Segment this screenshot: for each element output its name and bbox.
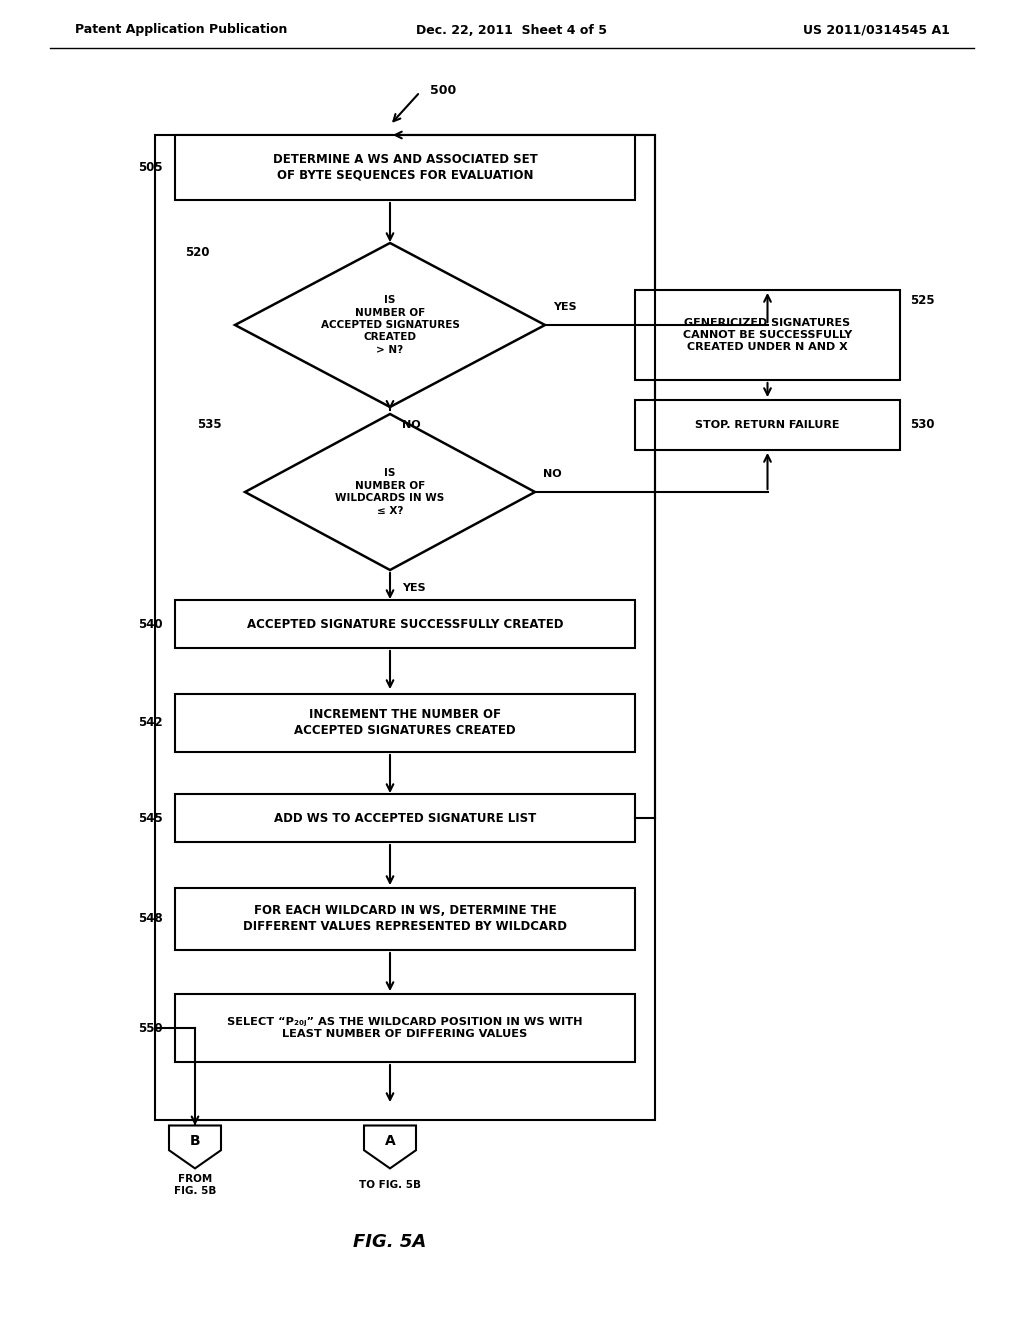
Text: US 2011/0314545 A1: US 2011/0314545 A1 <box>803 24 950 37</box>
Text: NO: NO <box>402 420 421 430</box>
FancyBboxPatch shape <box>175 795 635 842</box>
FancyBboxPatch shape <box>175 135 635 201</box>
FancyBboxPatch shape <box>175 601 635 648</box>
FancyBboxPatch shape <box>635 290 900 380</box>
Text: 500: 500 <box>430 83 457 96</box>
Text: 550: 550 <box>138 1022 163 1035</box>
Text: 548: 548 <box>138 912 163 925</box>
Text: 535: 535 <box>197 417 221 430</box>
Text: DETERMINE A WS AND ASSOCIATED SET
OF BYTE SEQUENCES FOR EVALUATION: DETERMINE A WS AND ASSOCIATED SET OF BYT… <box>272 153 538 182</box>
Text: ADD WS TO ACCEPTED SIGNATURE LIST: ADD WS TO ACCEPTED SIGNATURE LIST <box>273 812 537 825</box>
Text: B: B <box>189 1134 201 1148</box>
FancyBboxPatch shape <box>635 400 900 450</box>
Text: 505: 505 <box>138 161 163 174</box>
Polygon shape <box>364 1126 416 1168</box>
Text: SELECT “P₂₀ⱼ” AS THE WILDCARD POSITION IN WS WITH
LEAST NUMBER OF DIFFERING VALU: SELECT “P₂₀ⱼ” AS THE WILDCARD POSITION I… <box>227 1016 583 1039</box>
Text: GENERICIZED SIGNATURES
CANNOT BE SUCCESSFULLY
CREATED UNDER N AND X: GENERICIZED SIGNATURES CANNOT BE SUCCESS… <box>683 318 852 352</box>
Text: 530: 530 <box>910 418 935 432</box>
Text: 542: 542 <box>138 717 163 730</box>
Text: YES: YES <box>402 583 426 593</box>
Text: A: A <box>385 1134 395 1148</box>
Text: YES: YES <box>553 302 577 312</box>
Text: INCREMENT THE NUMBER OF
ACCEPTED SIGNATURES CREATED: INCREMENT THE NUMBER OF ACCEPTED SIGNATU… <box>294 709 516 738</box>
Text: Dec. 22, 2011  Sheet 4 of 5: Dec. 22, 2011 Sheet 4 of 5 <box>417 24 607 37</box>
Text: 520: 520 <box>185 247 210 260</box>
Text: STOP. RETURN FAILURE: STOP. RETURN FAILURE <box>695 420 840 430</box>
Polygon shape <box>234 243 545 407</box>
Text: 540: 540 <box>138 618 163 631</box>
Text: FIG. 5A: FIG. 5A <box>353 1233 427 1251</box>
Text: IS
NUMBER OF
ACCEPTED SIGNATURES
CREATED
> N?: IS NUMBER OF ACCEPTED SIGNATURES CREATED… <box>321 296 460 355</box>
Text: IS
NUMBER OF
WILDCARDS IN WS
≤ X?: IS NUMBER OF WILDCARDS IN WS ≤ X? <box>336 469 444 516</box>
Text: NO: NO <box>543 469 561 479</box>
Polygon shape <box>245 414 535 570</box>
Text: FROM
FIG. 5B: FROM FIG. 5B <box>174 1175 216 1196</box>
Text: Patent Application Publication: Patent Application Publication <box>75 24 288 37</box>
FancyBboxPatch shape <box>175 888 635 950</box>
Text: FOR EACH WILDCARD IN WS, DETERMINE THE
DIFFERENT VALUES REPRESENTED BY WILDCARD: FOR EACH WILDCARD IN WS, DETERMINE THE D… <box>243 904 567 933</box>
Text: TO FIG. 5B: TO FIG. 5B <box>359 1180 421 1191</box>
Text: 525: 525 <box>910 293 935 306</box>
Text: 545: 545 <box>138 812 163 825</box>
Polygon shape <box>169 1126 221 1168</box>
FancyBboxPatch shape <box>175 694 635 752</box>
FancyBboxPatch shape <box>175 994 635 1063</box>
Text: ACCEPTED SIGNATURE SUCCESSFULLY CREATED: ACCEPTED SIGNATURE SUCCESSFULLY CREATED <box>247 618 563 631</box>
